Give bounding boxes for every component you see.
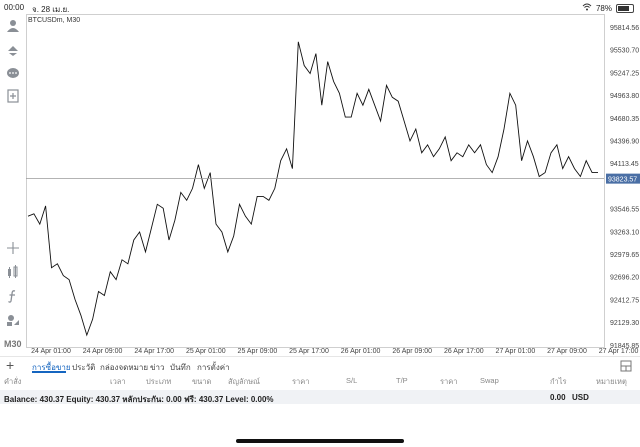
status-bar: 00:00 จ. 28 เม.ย. 78% <box>0 0 640 14</box>
tab-journal[interactable]: บันทึก <box>170 363 191 372</box>
x-tick-label: 26 Apr 17:00 <box>444 348 484 355</box>
tab-trade[interactable]: การซื้อขาย <box>32 363 71 372</box>
status-date: จ. 28 เม.ย. <box>32 5 70 14</box>
price-chart[interactable]: 95814.56 95530.70 95247.25 94963.80 94680.35… <box>26 14 640 356</box>
col-volume: ขนาด <box>192 377 212 386</box>
y-tick-label: 91845.85 <box>610 343 639 350</box>
y-tick-label: 95814.56 <box>610 25 639 32</box>
current-price-label: 93823.57 <box>608 177 637 184</box>
col-sl: S/L <box>346 376 358 385</box>
x-tick-label: 24 Apr 09:00 <box>83 348 123 355</box>
y-tick-label: 95247.25 <box>610 70 639 77</box>
x-tick-label: 24 Apr 01:00 <box>31 348 71 355</box>
x-tick-label: 25 Apr 17:00 <box>289 348 329 355</box>
objects-icon[interactable] <box>5 312 21 328</box>
x-tick-label: 26 Apr 09:00 <box>392 348 432 355</box>
wifi-icon <box>582 3 592 13</box>
y-tick-label: 94680.35 <box>610 116 639 123</box>
left-toolbar: M30 <box>0 14 26 356</box>
y-tick-label: 94113.45 <box>610 161 639 168</box>
chart-svg[interactable]: 95814.56 95530.70 95247.25 94963.80 94680.35… <box>26 14 640 356</box>
timeframe-label[interactable]: M30 <box>4 339 22 349</box>
x-tick-label: 24 Apr 17:00 <box>134 348 174 355</box>
profit-total: 0.00 <box>550 393 566 402</box>
y-tick-label: 92979.65 <box>610 252 639 259</box>
y-tick-label: 92412.75 <box>610 297 639 304</box>
y-tick-label: 92129.30 <box>610 320 639 327</box>
current-price-tag <box>606 173 640 184</box>
tab-news[interactable]: ข่าว <box>150 363 165 372</box>
chart-symbol-title: BTCUSDm, M30 <box>28 17 81 24</box>
x-tick-label: 26 Apr 01:00 <box>341 348 381 355</box>
x-tick-label: 27 Apr 01:00 <box>496 348 536 355</box>
orders-table-header: คำสั่ง เวลา ประเภท ขนาด สัญลักษณ์ ราคา S… <box>0 373 640 387</box>
terminal-tabs: + การซื้อขาย ประวัติ กล่องจดหมาย ข่าว บั… <box>0 356 640 374</box>
x-tick-label: 27 Apr 17:00 <box>599 348 639 355</box>
tab-settings[interactable]: การตั้งค่า <box>197 363 230 372</box>
tab-mailbox[interactable]: กล่องจดหมาย <box>100 363 149 372</box>
x-tick-label: 25 Apr 09:00 <box>238 348 278 355</box>
home-indicator[interactable] <box>236 439 404 443</box>
x-tick-label: 25 Apr 01:00 <box>186 348 226 355</box>
add-icon[interactable]: + <box>6 357 15 373</box>
crosshair-icon[interactable] <box>5 240 21 256</box>
col-time: เวลา <box>110 377 126 386</box>
balance-summary: Balance: 430.37 Equity: 430.37 หลักประกั… <box>4 395 274 404</box>
y-tick-label: 93546.55 <box>610 207 639 214</box>
col-order: คำสั่ง <box>4 377 22 386</box>
chat-icon[interactable] <box>5 66 21 82</box>
x-tick-label: 27 Apr 09:00 <box>547 348 587 355</box>
y-tick-label: 94963.80 <box>610 93 639 100</box>
y-tick-label: 92696.20 <box>610 275 639 282</box>
account-icon[interactable] <box>5 18 21 34</box>
active-tab-indicator <box>32 371 66 373</box>
trade-icon[interactable] <box>5 42 21 58</box>
indicators-icon[interactable] <box>5 264 21 280</box>
status-time: 00:00 <box>4 3 25 12</box>
col-price: ราคา <box>292 377 310 386</box>
col-symbol: สัญลักษณ์ <box>228 377 261 386</box>
battery-percent: 78% <box>595 3 612 13</box>
y-tick-label: 95530.70 <box>610 48 639 55</box>
new-order-icon[interactable] <box>5 88 21 104</box>
col-tp: T/P <box>396 376 408 385</box>
battery-icon <box>616 3 634 13</box>
col-current-price: ราคา <box>440 377 458 386</box>
col-comment: หมายเหตุ <box>596 377 627 386</box>
col-type: ประเภท <box>146 377 172 386</box>
function-icon[interactable] <box>5 288 21 304</box>
balance-row: Balance: 430.37 Equity: 430.37 หลักประกั… <box>0 390 640 404</box>
plot-frame <box>26 14 605 348</box>
status-right: 78% <box>582 3 634 13</box>
layout-icon[interactable] <box>620 359 632 377</box>
currency-label: USD <box>572 393 589 402</box>
y-tick-label: 94396.90 <box>610 139 639 146</box>
col-profit: กำไร <box>550 377 567 386</box>
col-swap: Swap <box>480 376 499 385</box>
price-series-line <box>27 41 598 337</box>
y-tick-label: 93263.10 <box>610 229 639 236</box>
tab-history[interactable]: ประวัติ <box>72 363 96 372</box>
